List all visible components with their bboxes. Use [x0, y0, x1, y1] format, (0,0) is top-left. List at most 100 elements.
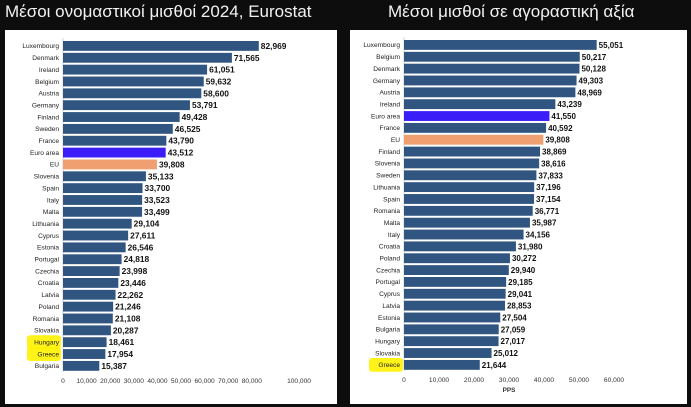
- category-label-slovakia: Slovakia: [375, 350, 400, 357]
- value-label-ireland: 43,239: [557, 100, 582, 109]
- category-label-czechia: Czechia: [35, 268, 59, 275]
- category-label-sweden: Sweden: [35, 126, 59, 133]
- category-label-denmark: Denmark: [32, 55, 59, 62]
- bar-croatia: [404, 241, 516, 252]
- value-label-bulgaria: 15,387: [101, 361, 127, 371]
- category-label-belgium: Belgium: [376, 54, 400, 61]
- category-label-euro-area: Euro area: [30, 150, 59, 157]
- value-label-austria: 48,969: [577, 88, 602, 97]
- value-label-austria: 58,600: [203, 88, 229, 98]
- bar-eu: [63, 159, 157, 170]
- value-label-eu: 39,808: [545, 136, 570, 145]
- bar-malta: [63, 206, 143, 217]
- category-label-hungary: Hungary: [375, 338, 401, 345]
- category-label-cyprus: Cyprus: [379, 291, 401, 298]
- category-label-poland: Poland: [379, 256, 400, 263]
- category-label-euro-area: Euro area: [371, 113, 400, 120]
- bar-lithuania: [404, 182, 535, 193]
- value-label-france: 40,592: [548, 124, 573, 133]
- value-label-cyprus: 29,041: [508, 290, 533, 299]
- bar-sweden: [404, 170, 537, 181]
- category-label-romania: Romania: [33, 316, 60, 323]
- value-label-romania: 21,108: [115, 313, 141, 323]
- x-tick-label: 70,000: [218, 378, 239, 385]
- nominal-wages-bar-chart: Luxembourg 82,969 Denmark 71,565 Ireland 61,0…: [22, 38, 311, 385]
- category-label-ireland: Ireland: [380, 101, 400, 108]
- value-label-finland: 38,869: [542, 148, 567, 157]
- value-label-lithuania: 37,196: [536, 183, 561, 192]
- bar-euro-area: [404, 111, 550, 121]
- category-label-greece: Greece: [37, 351, 59, 358]
- bar-slovakia: [404, 348, 492, 358]
- bar-poland: [404, 253, 510, 264]
- bar-austria: [404, 87, 576, 98]
- bar-eu: [404, 134, 544, 145]
- value-label-eu: 39,808: [159, 159, 185, 169]
- value-label-cyprus: 27,611: [130, 231, 155, 241]
- x-axis-label: PPS: [503, 387, 517, 394]
- value-label-estonia: 27,504: [502, 313, 527, 322]
- bar-estonia: [404, 312, 501, 323]
- category-label-luxembourg: Luxembourg: [363, 42, 400, 49]
- category-label-romania: Romania: [374, 208, 401, 215]
- category-label-lithuania: Lithuania: [32, 221, 59, 228]
- bar-ireland: [63, 64, 208, 75]
- category-label-luxembourg: Luxembourg: [22, 43, 59, 50]
- pps-wages-chart-panel: Luxembourg 55,051 Belgium 50,217 Denmark 50,1…: [350, 30, 687, 404]
- value-label-italy: 33,523: [144, 195, 170, 205]
- bar-czechia: [63, 266, 120, 276]
- value-label-luxembourg: 55,051: [599, 41, 624, 50]
- bar-slovenia: [404, 158, 540, 169]
- bar-greece: [404, 359, 480, 370]
- category-label-slovakia: Slovakia: [34, 328, 59, 335]
- x-tick-label: 10,000: [429, 377, 450, 384]
- value-label-finland: 49,428: [182, 112, 208, 122]
- bar-portugal: [63, 254, 122, 265]
- bar-croatia: [63, 278, 119, 288]
- bar-latvia: [404, 300, 505, 311]
- value-label-lithuania: 29,104: [134, 219, 160, 229]
- category-label-portugal: Portugal: [34, 257, 59, 264]
- x-tick-label: 0: [402, 377, 406, 384]
- bar-germany: [63, 100, 190, 111]
- x-tick-label: 40,000: [534, 377, 555, 384]
- value-label-poland: 21,246: [115, 302, 141, 312]
- bar-france: [404, 122, 547, 133]
- value-label-germany: 49,303: [579, 76, 604, 85]
- bar-hungary: [63, 337, 107, 348]
- value-label-czechia: 23,998: [122, 266, 148, 276]
- bar-spain: [63, 183, 143, 194]
- value-label-portugal: 29,185: [508, 278, 533, 287]
- bar-bulgaria: [63, 360, 100, 371]
- category-label-portugal: Portugal: [375, 279, 400, 286]
- bar-finland: [63, 112, 180, 122]
- right-chart-title: Μέσοι μισθοί σε αγοραστική αξία: [388, 2, 635, 21]
- x-tick-label: 30,000: [499, 377, 520, 384]
- value-label-belgium: 50,217: [582, 53, 607, 62]
- value-label-denmark: 71,565: [234, 53, 260, 63]
- category-label-belgium: Belgium: [35, 79, 59, 86]
- value-label-greece: 17,954: [107, 349, 133, 359]
- value-label-hungary: 18,461: [109, 337, 135, 347]
- bar-hungary: [404, 336, 499, 347]
- x-tick-label: 10,000: [77, 378, 98, 385]
- value-label-slovenia: 35,133: [148, 171, 174, 181]
- bar-romania: [404, 205, 533, 216]
- bar-czechia: [404, 265, 509, 275]
- category-label-france: France: [38, 138, 59, 145]
- category-label-austria: Austria: [379, 90, 400, 97]
- category-label-bulgaria: Bulgaria: [35, 363, 60, 370]
- value-label-malta: 35,987: [532, 219, 557, 228]
- category-label-eu: EU: [50, 162, 59, 169]
- category-label-hungary: Hungary: [34, 339, 60, 346]
- x-tick-label: 30,000: [124, 378, 145, 385]
- bar-euro-area: [63, 147, 166, 158]
- bar-denmark: [404, 63, 580, 74]
- highlight-marker-greece: [369, 357, 403, 372]
- value-label-romania: 36,771: [535, 207, 560, 216]
- x-tick-label: 80,000: [242, 378, 263, 385]
- category-label-lithuania: Lithuania: [373, 184, 400, 191]
- category-label-italy: Italy: [47, 197, 60, 204]
- value-label-italy: 34,156: [526, 231, 551, 240]
- value-label-slovakia: 20,287: [113, 325, 139, 335]
